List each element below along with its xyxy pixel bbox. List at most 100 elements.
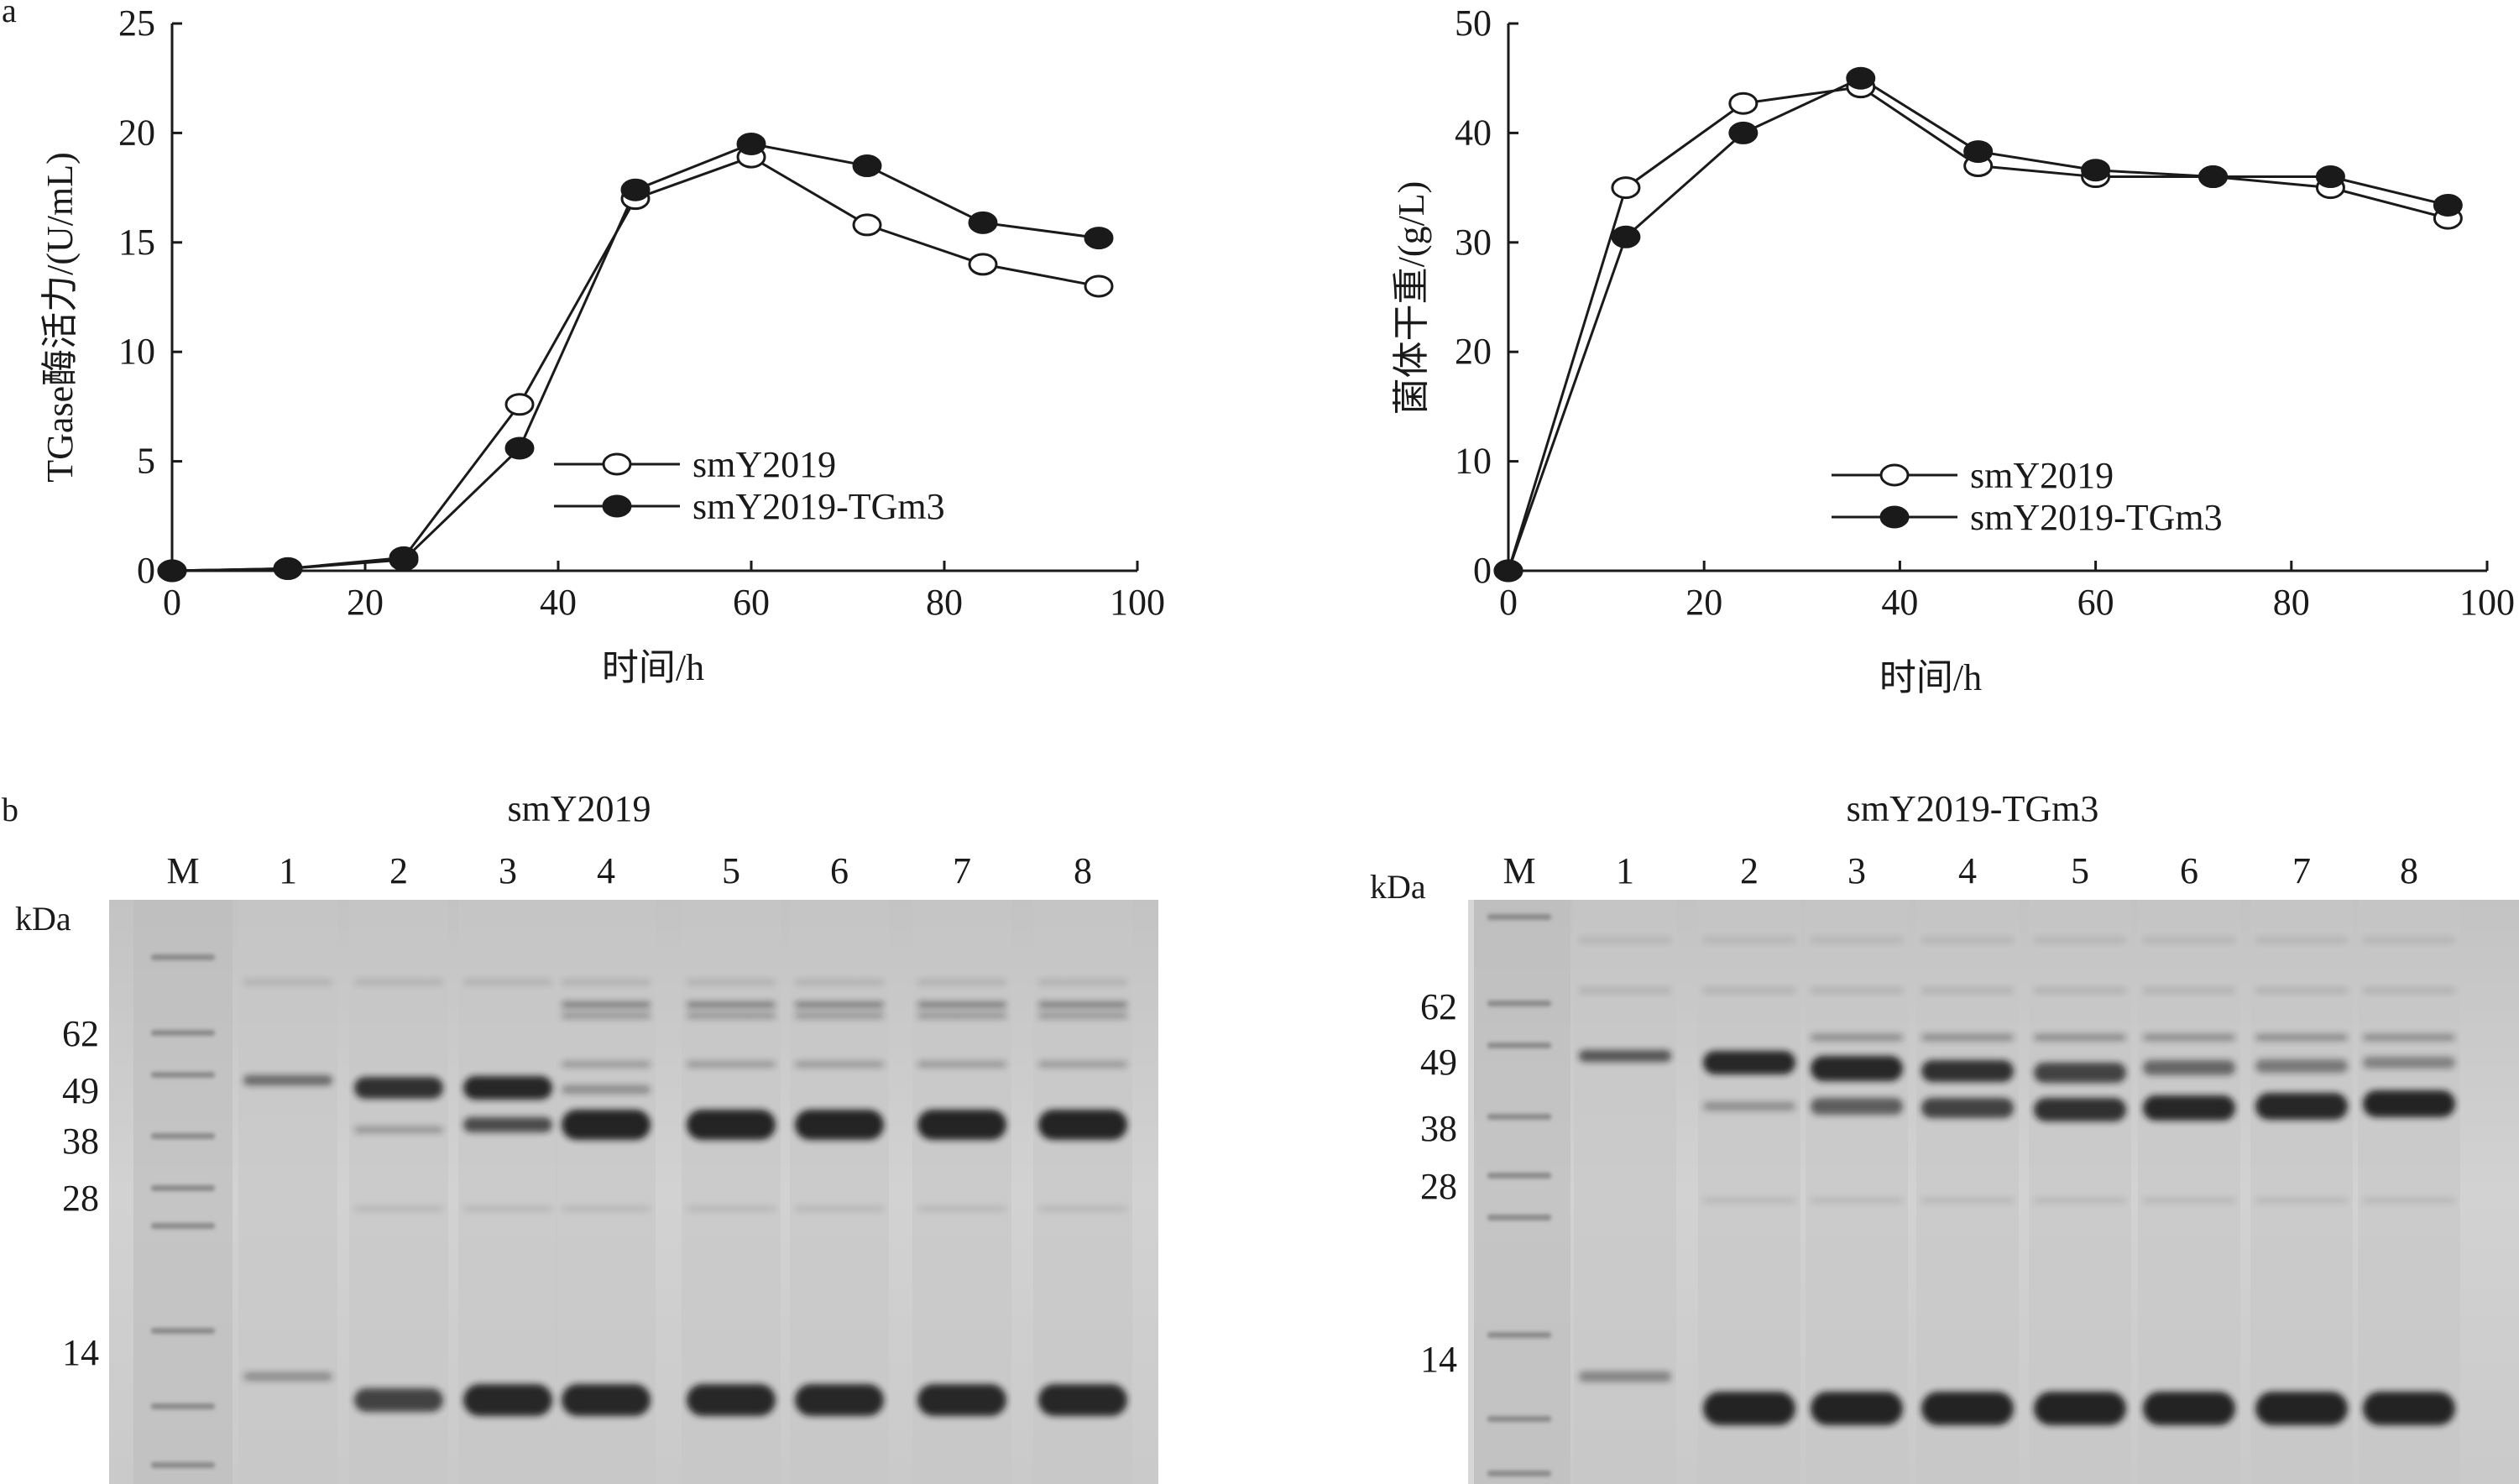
protein-band xyxy=(2255,1392,2348,1425)
protein-band xyxy=(795,1384,884,1416)
protein-band xyxy=(243,980,332,985)
ladder-band xyxy=(151,1223,215,1229)
ladder-band xyxy=(1487,1001,1551,1006)
legend-marker xyxy=(602,452,632,476)
marker-label: 28 xyxy=(62,1178,99,1219)
protein-band xyxy=(1811,1198,1903,1203)
data-point xyxy=(1611,225,1641,248)
gel-lanes xyxy=(1468,900,2460,1484)
legend-item: smY2019-TGm3 xyxy=(1832,497,2223,538)
data-point xyxy=(2081,159,2111,182)
protein-band xyxy=(795,1206,884,1211)
data-point xyxy=(1084,274,1114,298)
protein-band xyxy=(1703,938,1795,943)
protein-band xyxy=(1811,988,1903,993)
protein-band xyxy=(917,1061,1006,1068)
protein-band xyxy=(2143,1198,2235,1203)
protein-band xyxy=(1921,1198,2014,1203)
data-point xyxy=(968,211,998,234)
protein-band xyxy=(687,1061,776,1068)
protein-band xyxy=(2255,1059,2348,1073)
gel-lane xyxy=(1698,900,1800,1484)
gel-lane xyxy=(1468,900,1570,1484)
legend-marker xyxy=(1879,463,1910,487)
data-point xyxy=(1728,91,1759,115)
kda-label: kDa xyxy=(1370,868,1426,906)
lane-label: 5 xyxy=(722,850,740,891)
lane-label: 7 xyxy=(2292,850,2311,891)
protein-band xyxy=(917,1206,1006,1211)
x-axis: 0 20 40 60 80 100 xyxy=(1499,561,2515,623)
protein-band xyxy=(687,1013,776,1018)
x-axis-label: 时间/h xyxy=(1879,657,1982,698)
protein-band xyxy=(2363,938,2455,943)
protein-band xyxy=(687,1001,776,1008)
marker-labels: 62 49 38 28 14 xyxy=(1420,986,1457,1380)
protein-band xyxy=(1038,980,1127,985)
ladder-band xyxy=(1487,1173,1551,1178)
protein-band xyxy=(2363,988,2455,993)
ladder-band xyxy=(151,1403,215,1409)
protein-band xyxy=(2363,1090,2455,1117)
gel-title: smY2019-TGm3 xyxy=(1847,788,2099,829)
legend-item: smY2019-TGm3 xyxy=(554,486,945,527)
ladder-band xyxy=(151,1185,215,1191)
lane-label: 8 xyxy=(1074,850,1092,891)
x-tick-label: 80 xyxy=(2273,582,2310,623)
y-tick-label: 20 xyxy=(1455,331,1492,372)
ladder-band xyxy=(151,954,215,960)
gel-lane xyxy=(1806,900,1908,1484)
data-point xyxy=(1611,176,1641,200)
marker-label: 14 xyxy=(1420,1339,1457,1380)
data-point xyxy=(1084,227,1114,250)
data-point xyxy=(504,436,535,460)
protein-band xyxy=(463,1117,552,1132)
protein-band xyxy=(2255,1198,2348,1203)
y-tick-label: 5 xyxy=(137,441,155,482)
protein-band xyxy=(562,1001,651,1008)
legend-label: smY2019 xyxy=(692,444,836,485)
protein-band xyxy=(1579,1050,1671,1062)
protein-band xyxy=(1038,1206,1127,1211)
y-tick-label: 25 xyxy=(118,3,155,44)
data-point xyxy=(1846,66,1876,90)
protein-band xyxy=(795,1061,884,1068)
x-tick-label: 80 xyxy=(926,582,963,623)
lane-label: 6 xyxy=(830,850,849,891)
protein-band xyxy=(917,1001,1006,1008)
protein-band xyxy=(354,1388,443,1412)
protein-band xyxy=(354,1126,443,1133)
protein-band xyxy=(917,980,1006,985)
activity-chart: 0 20 40 60 80 100 0 5 10 15 20 25 时间/h TGase酶活力/(U… xyxy=(39,3,1165,688)
gel-lane xyxy=(2358,900,2460,1484)
legend-label: smY2019-TGm3 xyxy=(1970,497,2223,538)
legend-label: smY2019-TGm3 xyxy=(692,486,945,527)
protein-band xyxy=(1579,1372,1671,1382)
protein-band xyxy=(2363,1392,2455,1425)
lane-label: M xyxy=(166,850,199,891)
legend-item: smY2019 xyxy=(1832,455,2114,496)
marker-label: 38 xyxy=(62,1121,99,1162)
y-tick-label: 0 xyxy=(1473,550,1492,591)
protein-band xyxy=(1921,1034,2014,1041)
protein-band xyxy=(2034,938,2126,943)
ladder-band xyxy=(151,1072,215,1078)
data-point xyxy=(852,154,882,178)
x-tick-label: 60 xyxy=(2077,582,2114,623)
ladder-band xyxy=(151,1328,215,1334)
protein-band xyxy=(1038,1013,1127,1018)
protein-band xyxy=(687,1384,776,1416)
plot-area xyxy=(1493,66,2463,583)
lane-label: 1 xyxy=(1616,850,1634,891)
data-point xyxy=(2198,165,2229,189)
protein-band xyxy=(2363,1057,2455,1069)
protein-band xyxy=(1811,1034,1903,1041)
y-tick-label: 10 xyxy=(118,331,155,372)
protein-band xyxy=(1703,988,1795,993)
gel-lane xyxy=(1574,900,1676,1484)
marker-labels: 62 49 38 28 14 xyxy=(62,1013,99,1373)
series-line-0 xyxy=(171,155,1100,572)
x-tick-label: 60 xyxy=(733,582,770,623)
